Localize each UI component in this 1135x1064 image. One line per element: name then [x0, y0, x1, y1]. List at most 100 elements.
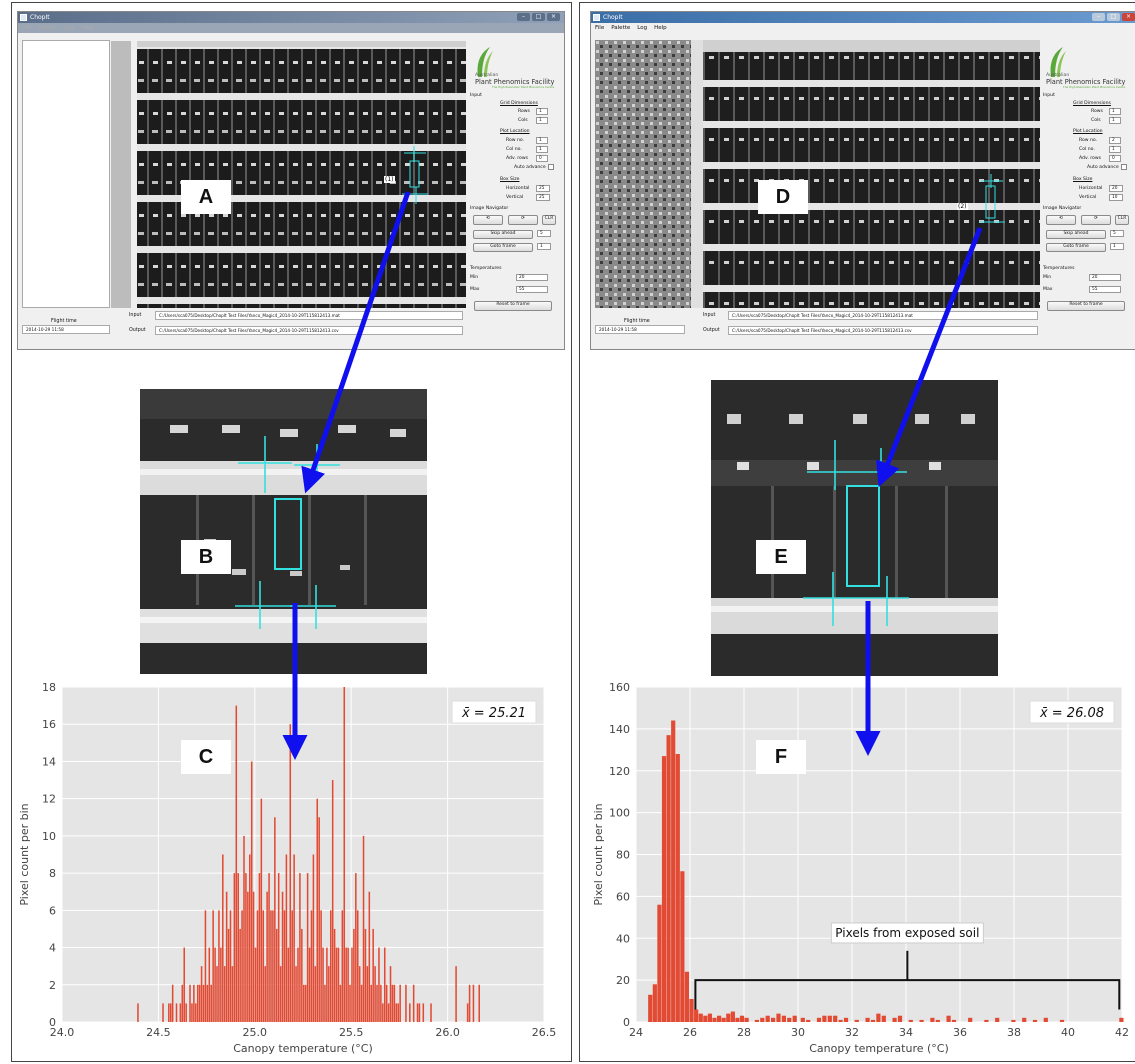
histogram-bar	[870, 1019, 876, 1022]
clear-button[interactable]: CLR	[1115, 215, 1129, 225]
histogram-bar	[299, 873, 301, 1022]
maximize-icon[interactable]: □	[532, 13, 545, 21]
menu-palette[interactable]: Palette	[38, 25, 58, 31]
histogram-bar	[345, 947, 347, 1022]
col-no-field[interactable]: 1	[1109, 146, 1121, 153]
output-path-field[interactable]: C:/Users/sca075/Desktop/ChopIt Test File…	[728, 326, 1038, 335]
histogram-bar	[935, 1019, 940, 1022]
appf-logo: Australian Plant Phenomics Facility The …	[1043, 41, 1135, 91]
histogram-bar	[378, 947, 380, 1022]
histogram-bar	[274, 817, 276, 1022]
logo-tag: The High Resolution Plant Phenomics Cent…	[1063, 85, 1126, 89]
row-no-field[interactable]: 2	[1109, 137, 1121, 144]
histogram-bar	[308, 947, 311, 1022]
histogram-bar	[376, 984, 378, 1022]
plot-selection-overlay[interactable]	[394, 142, 434, 212]
histogram-bar	[258, 873, 261, 1022]
histogram-c: 24.0 24.5 25.0 25.5 26.0 26.5 0 2 4 6 8 10 12 14 16 18 C…	[18, 681, 556, 1055]
y-tick-label: 18	[42, 681, 56, 694]
histogram-bar	[712, 1017, 717, 1022]
y-tick-label: 10	[42, 830, 56, 843]
reset-to-frame-button[interactable]: Reset to frame	[1047, 301, 1125, 311]
menu-help[interactable]: Help	[81, 25, 94, 31]
close-icon[interactable]: ×	[1122, 13, 1135, 21]
minimize-icon[interactable]: –	[517, 13, 530, 21]
output-path-field[interactable]: C:/Users/sca075/Desktop/ChopIt Test File…	[155, 326, 463, 335]
menu-help[interactable]: Help	[654, 25, 667, 31]
next-frame-button[interactable]: ⟳	[508, 215, 538, 225]
next-frame-button[interactable]: ⟳	[1081, 215, 1111, 225]
input-path-field[interactable]: C:/Users/sca075/Desktop/ChopIt Test File…	[155, 311, 463, 320]
histogram-bar	[331, 780, 334, 1022]
row-no-field[interactable]: 1	[536, 137, 548, 144]
menu-file[interactable]: File	[22, 25, 32, 31]
thermal-image-view[interactable]	[595, 40, 1040, 308]
vertical-field[interactable]: 25	[536, 194, 550, 201]
input-section-label: Input	[470, 93, 482, 98]
horizontal-field[interactable]: 20	[1109, 185, 1123, 192]
skip-ahead-button[interactable]: Skip ahead	[473, 230, 533, 239]
histogram-f: 24 26 28 30 32 34 36 38 40 42 0 20 40 60 80 100 120 140 16…	[592, 681, 1129, 1055]
histogram-bar	[430, 1003, 432, 1022]
goto-frame-field[interactable]: 1	[1110, 243, 1124, 250]
min-spinbox[interactable]: 20	[516, 274, 548, 281]
plot-location-title: Plot Location	[1073, 129, 1103, 134]
plot-selection-overlay[interactable]	[977, 172, 1011, 230]
frame-list-pane[interactable]	[22, 40, 110, 308]
histogram-bar	[362, 835, 365, 1022]
rows-field[interactable]: 1	[1109, 108, 1121, 115]
previous-frame-button[interactable]: ⟲	[473, 215, 503, 225]
auto-advance-checkbox[interactable]	[1121, 164, 1127, 170]
col-no-field[interactable]: 1	[536, 146, 548, 153]
menu-palette[interactable]: Palette	[611, 25, 631, 31]
close-icon[interactable]: ×	[547, 13, 560, 21]
histogram-bar	[250, 761, 253, 1022]
input-path-field[interactable]: C:/Users/sca075/Desktop/ChopIt Test File…	[728, 311, 1038, 320]
previous-frame-button[interactable]: ⟲	[1046, 215, 1076, 225]
control-sidebar: Australian Plant Phenomics Facility The …	[1043, 41, 1135, 341]
histogram-bar	[374, 966, 376, 1022]
menu-file[interactable]: File	[595, 25, 605, 31]
thermal-image-view[interactable]	[111, 41, 466, 308]
reset-to-frame-button[interactable]: Reset to frame	[474, 301, 552, 311]
mean-annotation: x̄ = 25.21	[461, 706, 526, 721]
histogram-bar	[171, 984, 174, 1022]
skip-ahead-button[interactable]: Skip ahead	[1046, 230, 1106, 239]
max-spinbox[interactable]: 55	[1089, 286, 1121, 293]
histogram-bar	[239, 928, 241, 1022]
cols-field[interactable]: 1	[1109, 117, 1121, 124]
adv-rows-field[interactable]: 0	[536, 155, 548, 162]
histogram-bar	[291, 910, 293, 1022]
skip-ahead-field[interactable]: 5	[1110, 230, 1124, 237]
cols-field[interactable]: 1	[536, 117, 548, 124]
skip-ahead-field[interactable]: 5	[537, 230, 551, 237]
histogram-bar	[198, 984, 201, 1022]
minimize-icon[interactable]: –	[1092, 13, 1105, 21]
adv-rows-field[interactable]: 0	[1109, 155, 1121, 162]
horizontal-field[interactable]: 25	[536, 185, 550, 192]
flight-time-field[interactable]: 2014-10-29 11:58	[22, 325, 110, 334]
auto-advance-checkbox[interactable]	[548, 164, 554, 170]
histogram-bar	[666, 735, 671, 1022]
menu-log[interactable]: Log	[637, 25, 648, 31]
flight-time-field[interactable]: 2014-10-29 11:58	[595, 325, 685, 334]
min-spinbox[interactable]: 20	[1089, 274, 1121, 281]
max-spinbox[interactable]: 55	[516, 286, 548, 293]
histogram-bar	[225, 891, 228, 1022]
goto-frame-button[interactable]: Goto frame	[1046, 243, 1106, 252]
cols-label: Cols	[1091, 118, 1101, 123]
histogram-bar	[675, 754, 680, 1022]
maximize-icon[interactable]: □	[1107, 13, 1120, 21]
x-tick-label: 36	[953, 1026, 967, 1039]
rows-field[interactable]: 1	[536, 108, 548, 115]
histogram-bar	[478, 984, 480, 1022]
goto-frame-button[interactable]: Goto frame	[473, 243, 533, 252]
clear-button[interactable]: CLR	[542, 215, 556, 225]
menu-log[interactable]: Log	[64, 25, 75, 31]
vertical-field[interactable]: 10	[1109, 194, 1123, 201]
histogram-bar	[218, 910, 220, 1022]
histogram-bar	[279, 966, 282, 1022]
goto-frame-field[interactable]: 1	[537, 243, 551, 250]
histogram-bar	[185, 1003, 187, 1022]
y-tick-label: 40	[616, 932, 630, 945]
